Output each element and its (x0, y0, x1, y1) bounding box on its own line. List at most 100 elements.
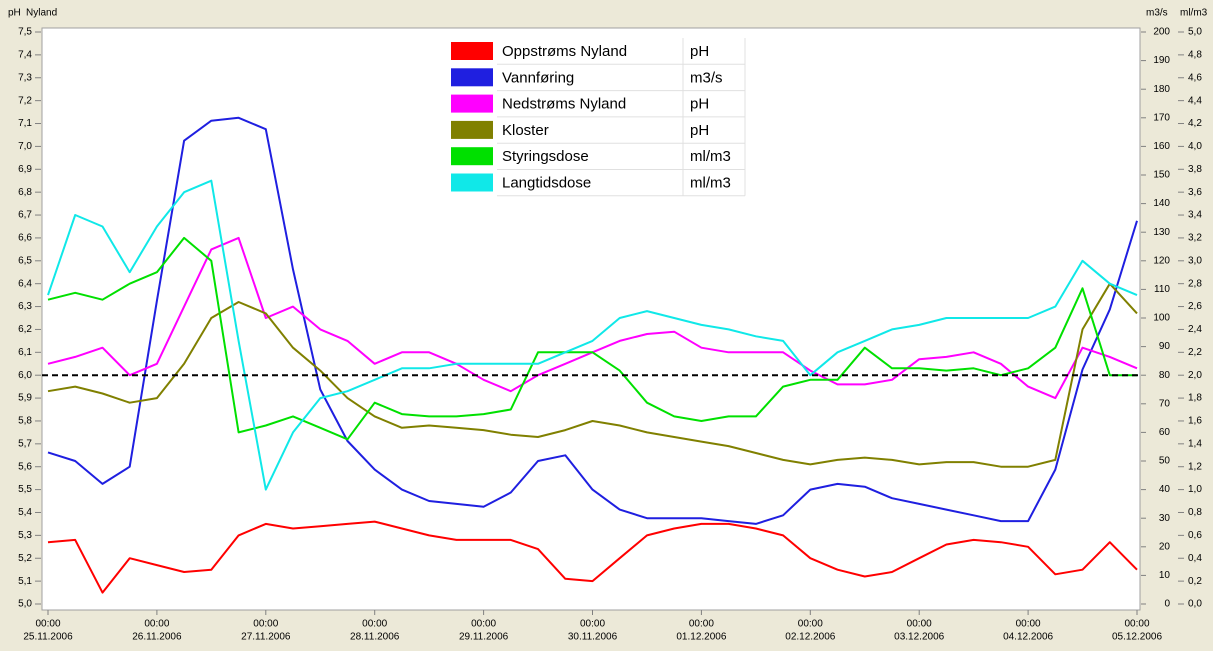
legend-swatch (451, 42, 493, 60)
y2-tick-label: 140 (1153, 198, 1170, 209)
y3-tick-label: 4,0 (1188, 141, 1202, 152)
series-line (47, 520, 1138, 594)
plot-layer (42, 116, 1140, 594)
legend-unit: m3/s (690, 69, 723, 86)
y2-tick-label: 70 (1159, 398, 1171, 409)
y3-tick-label: 4,2 (1188, 118, 1202, 129)
y2-tick-label: 170 (1153, 112, 1170, 123)
y3-tick-label: 0,6 (1188, 530, 1202, 541)
x-tick-label: 29.11.2006 (459, 632, 509, 643)
y3-tick-label: 0,8 (1188, 507, 1202, 518)
y2-tick-label: 10 (1159, 570, 1171, 581)
y-tick-label: 5,9 (18, 393, 32, 404)
y3-tick-label: 1,6 (1188, 416, 1202, 427)
y3-tick-label: 2,8 (1188, 278, 1202, 289)
y-tick-label: 7,2 (18, 95, 32, 106)
y2-axis-title: m3/s (1146, 8, 1168, 19)
y2-tick-label: 160 (1153, 141, 1170, 152)
y2-tick-label: 30 (1159, 513, 1171, 524)
series-line (47, 179, 1138, 491)
y-tick-label: 5,0 (18, 599, 32, 610)
y-tick-label: 5,2 (18, 553, 32, 564)
y2-tick-label: 80 (1159, 370, 1171, 381)
y3-tick-label: 3,2 (1188, 233, 1202, 244)
y3-tick-label: 1,4 (1188, 438, 1202, 449)
y-tick-label: 7,4 (18, 50, 32, 61)
y3-tick-label: 3,4 (1188, 210, 1202, 221)
legend-unit: pH (690, 96, 709, 113)
y3-tick-label: 2,6 (1188, 301, 1202, 312)
y3-tick-label: 5,0 (1188, 27, 1202, 38)
y2-tick-label: 40 (1159, 484, 1171, 495)
y-tick-label: 7,3 (18, 72, 32, 83)
y-tick-label: 7,0 (18, 141, 32, 152)
x-tick-label: 00:00 (1124, 619, 1149, 630)
x-tick-label: 05.12.2006 (1112, 632, 1162, 643)
y3-tick-label: 2,0 (1188, 370, 1202, 381)
y-axis-title: pH (8, 8, 21, 19)
x-tick-label: 00:00 (798, 619, 823, 630)
legend-swatch (451, 120, 493, 139)
legend-label: Styringsdose (502, 148, 589, 165)
legend-unit: ml/m3 (690, 174, 731, 191)
y-tick-label: 5,7 (18, 438, 32, 449)
legend-swatch (451, 147, 493, 166)
y-tick-label: 5,5 (18, 484, 32, 495)
x-tick-label: 00:00 (362, 619, 387, 630)
y-tick-label: 7,5 (18, 27, 32, 38)
legend-swatch (451, 94, 493, 113)
y-tick-label: 5,6 (18, 461, 32, 472)
x-tick-label: 00:00 (253, 619, 278, 630)
y2-tick-label: 20 (1159, 541, 1171, 552)
y-tick-label: 5,8 (18, 416, 32, 427)
x-tick-label: 00:00 (907, 619, 932, 630)
y3-tick-label: 1,0 (1188, 484, 1202, 495)
x-tick-label: 04.12.2006 (1003, 632, 1053, 643)
x-tick-label: 02.12.2006 (785, 632, 835, 643)
y3-tick-label: 0,0 (1188, 599, 1202, 610)
legend-label: Oppstrøms Nyland (502, 43, 627, 60)
x-tick-label: 30.11.2006 (568, 632, 618, 643)
y3-tick-label: 0,2 (1188, 576, 1202, 587)
y-tick-label: 6,1 (18, 347, 32, 358)
y2-tick-label: 150 (1153, 170, 1170, 181)
legend-label: Vannføring (502, 69, 574, 86)
x-tick-label: 25.11.2006 (23, 632, 73, 643)
legend-label: Nedstrøms Nyland (502, 96, 626, 113)
y-tick-label: 6,2 (18, 324, 32, 335)
y3-tick-label: 0,4 (1188, 553, 1202, 564)
x-tick-label: 28.11.2006 (350, 632, 400, 643)
y-tick-label: 6,5 (18, 255, 32, 266)
y-tick-label: 5,4 (18, 507, 32, 518)
x-tick-label: 00:00 (580, 619, 605, 630)
series-line (47, 282, 1138, 468)
y3-tick-label: 2,4 (1188, 324, 1202, 335)
legend-label: Langtidsdose (502, 174, 591, 191)
x-tick-label: 27.11.2006 (241, 632, 291, 643)
legend: Oppstrøms Nyland pH Vannføring m3/s Nedstrøm… (445, 38, 746, 197)
y-tick-label: 6,0 (18, 370, 32, 381)
x-tick-label: 00:00 (144, 619, 169, 630)
x-tick-label: 03.12.2006 (894, 632, 944, 643)
y-tick-label: 6,4 (18, 278, 32, 289)
y-tick-label: 6,7 (18, 210, 32, 221)
y2-tick-label: 60 (1159, 427, 1171, 438)
legend-unit: ml/m3 (690, 148, 731, 165)
y3-tick-label: 2,2 (1188, 347, 1202, 358)
series-line (47, 116, 1138, 525)
x-tick-label: 26.11.2006 (132, 632, 182, 643)
x-tick-label: 01.12.2006 (676, 632, 726, 643)
y3-tick-label: 3,8 (1188, 164, 1202, 175)
legend-swatch (451, 173, 493, 192)
subtitle: Nyland (26, 8, 57, 19)
x-tick-label: 00:00 (1016, 619, 1041, 630)
y-tick-label: 6,3 (18, 301, 32, 312)
y2-tick-label: 190 (1153, 55, 1170, 66)
legend-unit: pH (690, 122, 709, 139)
series-line (47, 236, 1137, 441)
y2-tick-label: 130 (1153, 227, 1170, 238)
y3-tick-label: 3,6 (1188, 187, 1202, 198)
y3-tick-label: 1,8 (1188, 393, 1202, 404)
x-tick-label: 00:00 (471, 619, 496, 630)
